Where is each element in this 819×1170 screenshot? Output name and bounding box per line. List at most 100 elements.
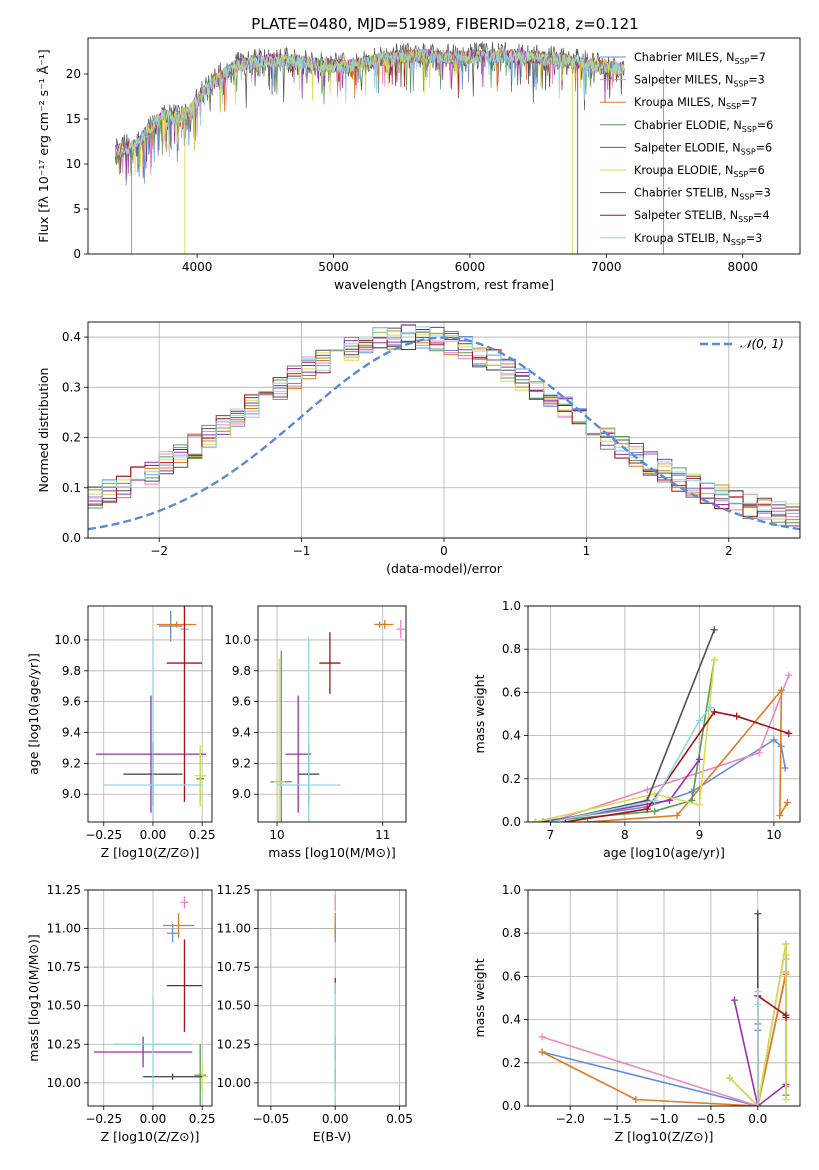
- x-tick-label: −2: [150, 544, 168, 558]
- weight-point: [695, 801, 703, 809]
- weight-vs-age-panel: 7 8 9 10 0.0 0.2 0.4 0.6 0.8 1.0 age [log10(age/yr…: [472, 599, 801, 860]
- y-tick-label: 9.2: [232, 756, 251, 770]
- x-axis-label: Z [log10(Z/Z⊙)]: [615, 1129, 714, 1144]
- x-tick-label: 10: [269, 828, 284, 842]
- y-tick-label: 0.0: [62, 531, 81, 545]
- weight-point: [707, 704, 715, 712]
- weight-point: [538, 1048, 546, 1056]
- weight-point: [782, 940, 790, 948]
- x-axis-label: mass [log10(M/M⊙)]: [268, 845, 396, 860]
- y-tick-label: 11.25: [217, 883, 251, 897]
- x-tick-label: −0.05: [252, 1112, 289, 1126]
- mass-vs-ebv-panel: −0.05 0.00 0.05 10.00 10.25 10.50 10.75 11.00 11…: [217, 883, 413, 1144]
- x-axis-label: E(B-V): [313, 1129, 352, 1144]
- y-tick-label: 11.25: [47, 883, 81, 897]
- x-tick-label: 0.00: [140, 828, 167, 842]
- weight-point: [710, 708, 718, 716]
- y-tick-label: 0.6: [502, 969, 521, 983]
- age-vs-Z-panel: −0.25 0.00 0.25 9.0 9.2 9.4 9.6 9.8 10.0 Z [log10…: [26, 605, 216, 860]
- x-tick-label: 0.00: [140, 1112, 167, 1126]
- x-tick-label: 4000: [182, 260, 213, 274]
- y-tick-label: 11.00: [217, 922, 251, 936]
- axes-frame: [527, 889, 801, 1107]
- weight-line: [550, 706, 712, 822]
- x-tick-label: 7: [547, 828, 555, 842]
- x-tick-label: 1: [583, 544, 591, 558]
- weight-point: [688, 788, 696, 796]
- y-tick-label: 1.0: [502, 883, 521, 897]
- x-tick-label: −1: [293, 544, 311, 558]
- x-tick-label: 0.0: [748, 1112, 767, 1126]
- weight-line: [733, 1000, 787, 1106]
- axes-frame: [87, 889, 213, 1107]
- x-tick-label: 0: [440, 544, 448, 558]
- legend-label: Salpeter ELODIE, NSSP=6: [634, 141, 772, 156]
- y-axis-label: mass [log10(M/M⊙)]: [26, 934, 41, 1062]
- mass-vs-Z-panel-marks: [93, 896, 209, 1106]
- weight-point: [776, 812, 784, 820]
- y-tick-label: 0.6: [502, 685, 521, 699]
- y-axis-label: mass weight: [472, 958, 487, 1037]
- y-tick-label: 10.25: [47, 1037, 81, 1051]
- legend-label: 𝒩(0, 1): [740, 337, 784, 351]
- y-tick-label: 9.4: [232, 726, 251, 740]
- y-tick-label: 5: [73, 202, 81, 216]
- weight-point: [754, 988, 762, 996]
- y-tick-label: 0.2: [502, 772, 521, 786]
- weight-point: [673, 812, 681, 820]
- figure-title: PLATE=0480, MJD=51989, FIBERID=0218, z=0…: [251, 15, 638, 33]
- spectrum-panel: 4000 5000 6000 7000 8000 0 5 10 15 20 wavelength […: [36, 37, 801, 292]
- weight-point: [584, 818, 592, 822]
- y-tick-label: 9.6: [62, 695, 81, 709]
- y-axis-label: Normed distribution: [36, 368, 51, 493]
- x-tick-label: 10: [766, 828, 781, 842]
- y-tick-label: 11.00: [47, 922, 81, 936]
- weight-point: [754, 910, 762, 918]
- weight-point: [785, 729, 793, 737]
- y-tick-label: 9.4: [62, 726, 81, 740]
- weight-point: [643, 786, 651, 794]
- x-tick-label: 8000: [727, 260, 758, 274]
- y-tick-label: 10.25: [217, 1037, 251, 1051]
- y-tick-label: 0.8: [502, 926, 521, 940]
- legend-label: Chabrier ELODIE, NSSP=6: [634, 119, 773, 134]
- x-tick-label: 0.25: [189, 1112, 216, 1126]
- legend-label: Kroupa MILES, NSSP=7: [634, 96, 757, 111]
- y-tick-label: 9.0: [232, 787, 251, 801]
- age-vs-mass-panel-marks: [270, 619, 405, 822]
- x-tick-label: 5000: [318, 260, 349, 274]
- x-tick-label: 7000: [591, 260, 622, 274]
- x-axis-label: Z [log10(Z/Z⊙)]: [101, 1129, 200, 1144]
- weight-point: [726, 1074, 734, 1082]
- y-tick-label: 10.00: [217, 1076, 251, 1090]
- y-tick-label: 0.2: [62, 431, 81, 445]
- weight-point: [733, 712, 741, 720]
- x-tick-label: 0.25: [189, 828, 216, 842]
- axes-frame: [257, 605, 407, 823]
- x-axis-label: (data-model)/error: [386, 561, 503, 576]
- x-tick-label: −1.5: [603, 1112, 632, 1126]
- residuals-panel-marks: [88, 324, 800, 538]
- spectrum-line: [114, 48, 625, 158]
- axes-frame: [527, 605, 801, 823]
- weight-point: [755, 749, 763, 757]
- histogram-step: [88, 329, 800, 538]
- y-tick-label: 20: [66, 67, 81, 81]
- histogram-step: [88, 326, 800, 538]
- weight-point: [754, 1000, 762, 1008]
- y-tick-label: 0.4: [62, 330, 81, 344]
- legend-label: Kroupa ELODIE, NSSP=6: [634, 164, 765, 179]
- y-tick-label: 15: [66, 112, 81, 126]
- legend-label: Kroupa STELIB, NSSP=3: [634, 232, 762, 247]
- y-tick-label: 1.0: [502, 599, 521, 613]
- x-axis-label: Z [log10(Z/Z⊙)]: [101, 845, 200, 860]
- x-tick-label: −1.0: [649, 1112, 678, 1126]
- y-axis-label: Flux [fλ 10⁻¹⁷ erg cm⁻² s⁻¹ Å⁻¹]: [36, 49, 51, 242]
- x-tick-label: 0.00: [322, 1112, 349, 1126]
- y-tick-label: 9.6: [232, 695, 251, 709]
- weight-point: [710, 626, 718, 634]
- axes-frame: [257, 889, 407, 1107]
- weight-point: [643, 805, 651, 813]
- x-tick-label: −2.0: [556, 1112, 585, 1126]
